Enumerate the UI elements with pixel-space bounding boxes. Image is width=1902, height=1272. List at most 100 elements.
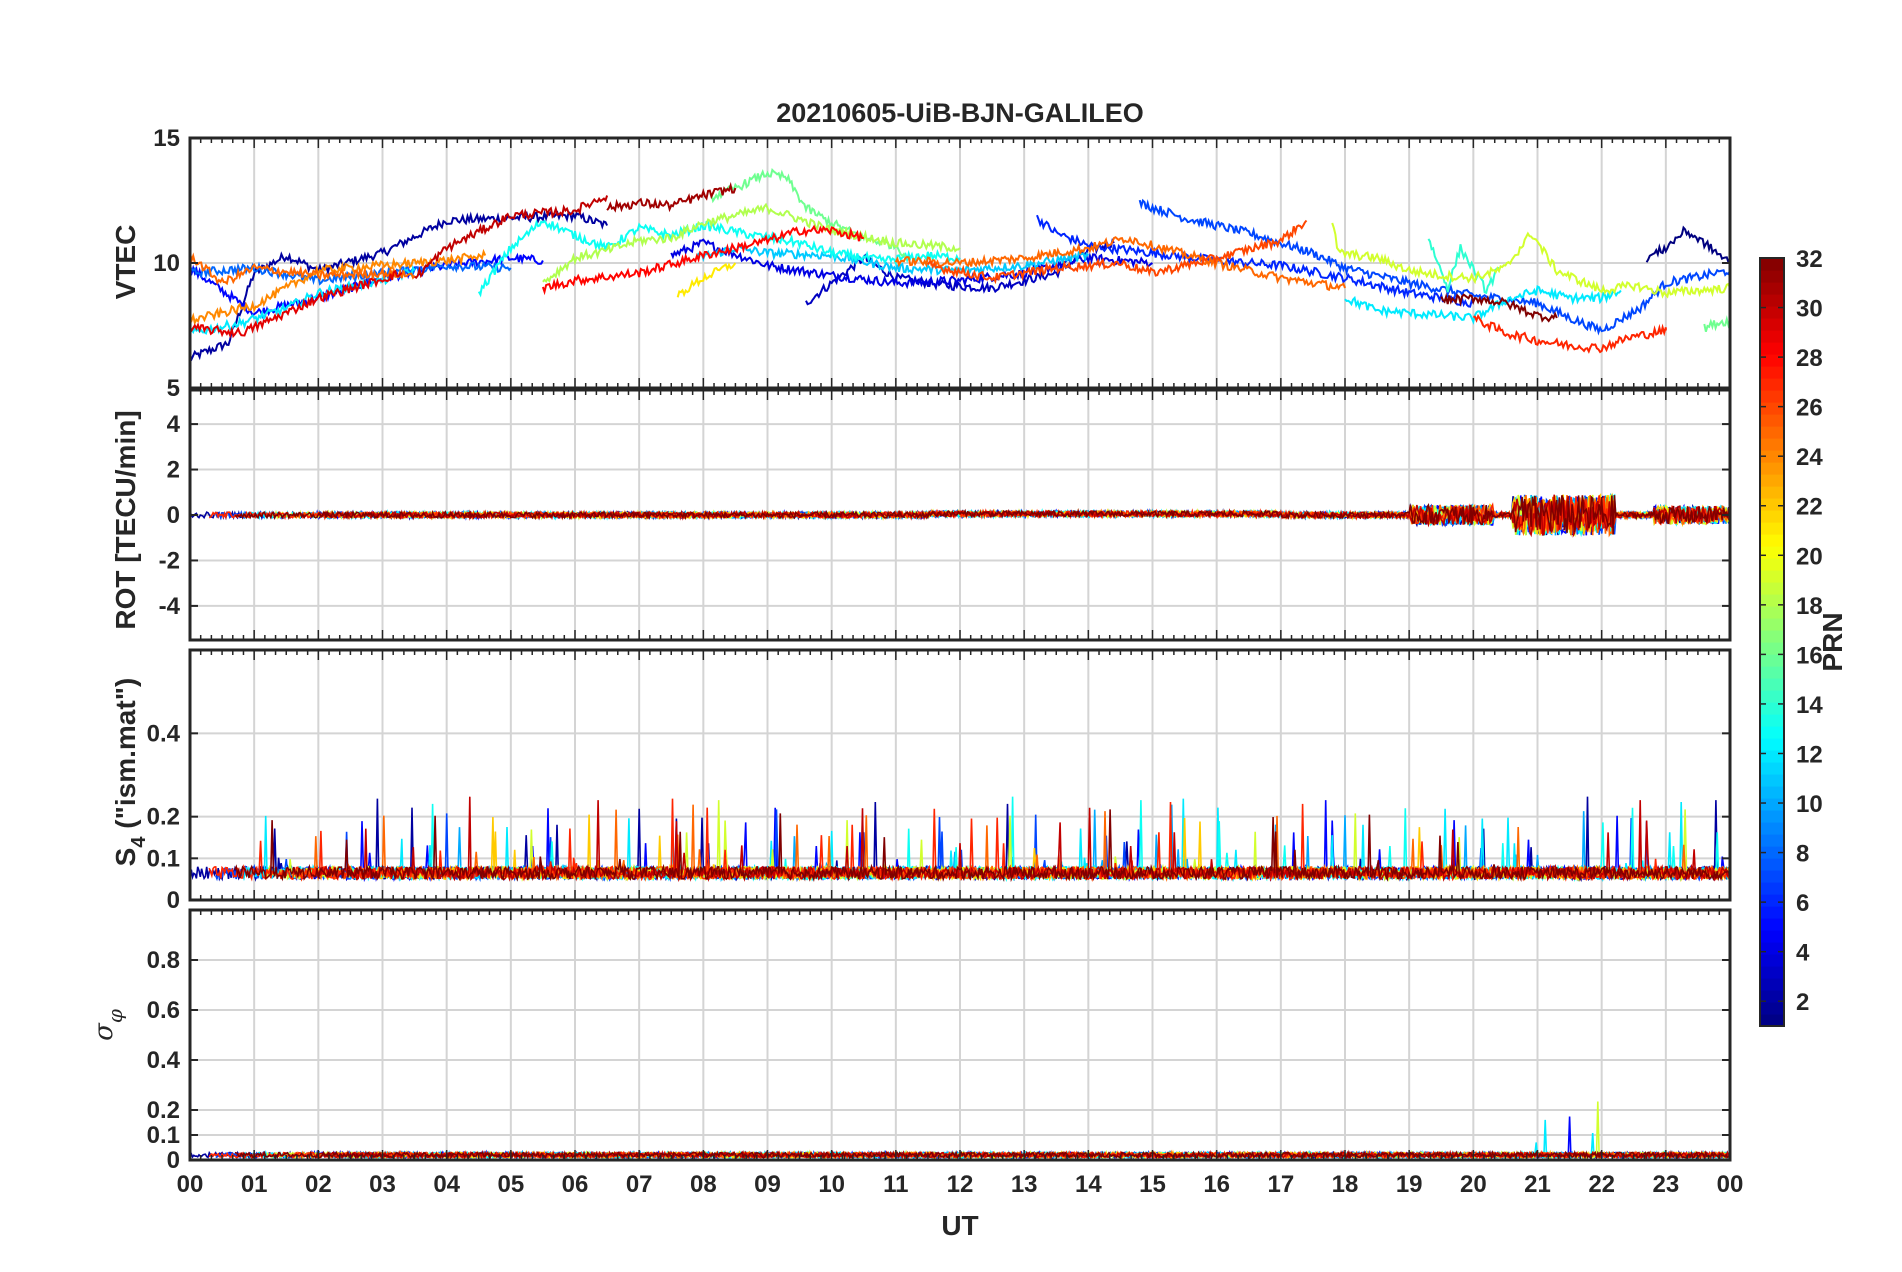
vtec-series-prn-21 xyxy=(676,262,737,298)
colorbar-segment xyxy=(1760,582,1784,595)
colorbar-tick-label: 12 xyxy=(1796,741,1823,768)
rot-axis-label: ROT [TECU/min] xyxy=(110,410,141,629)
colorbar-segment xyxy=(1760,882,1784,895)
colorbar-segment xyxy=(1760,486,1784,499)
vtec-series-prn-25 xyxy=(190,252,416,286)
vtec-series-prn-7 xyxy=(1138,198,1730,336)
x-tick-label: 12 xyxy=(947,1171,974,1198)
colorbar-tick-label: 6 xyxy=(1796,890,1809,917)
chart-title: 20210605-UiB-BJN-GALILEO xyxy=(776,98,1144,128)
colorbar-segment xyxy=(1760,738,1784,751)
s4-series-prn-32 xyxy=(234,809,1730,883)
colorbar-segment xyxy=(1760,918,1784,931)
colorbar-segment xyxy=(1760,282,1784,295)
x-tick-label: 14 xyxy=(1075,1171,1102,1198)
vtec-series-prn-27 xyxy=(1473,313,1667,354)
colorbar-tick-label: 2 xyxy=(1796,989,1809,1016)
vtec-series-prn-28 xyxy=(541,224,864,296)
x-tick-label: 10 xyxy=(818,1171,845,1198)
x-tick-label: 16 xyxy=(1203,1171,1230,1198)
colorbar-segment xyxy=(1760,726,1784,739)
colorbar-segment xyxy=(1760,630,1784,643)
colorbar-segment xyxy=(1760,570,1784,583)
vtec-series-prn-24 xyxy=(190,248,487,326)
x-tick-label: 01 xyxy=(241,1171,268,1198)
x-tick-label: 05 xyxy=(497,1171,524,1198)
vtec-series-prn-6 xyxy=(1036,214,1475,308)
colorbar-segment xyxy=(1760,390,1784,403)
vtec-series-prn-32 xyxy=(1440,292,1558,323)
colorbar-segment xyxy=(1760,306,1784,319)
colorbar-segment xyxy=(1760,258,1784,271)
vtec-y-tick-label: 10 xyxy=(153,250,180,277)
colorbar-segment xyxy=(1760,678,1784,691)
sigma-y-tick-label: 0.4 xyxy=(147,1047,181,1074)
colorbar-tick-label: 10 xyxy=(1796,791,1823,818)
colorbar-tick-label: 24 xyxy=(1796,444,1823,471)
sigma-series-prn-32 xyxy=(234,1149,1730,1160)
sigma-axis-label-sub: φ xyxy=(103,1009,127,1023)
colorbar-segment xyxy=(1760,750,1784,763)
vtec-series-prn-2 xyxy=(190,209,608,362)
x-tick-label: 15 xyxy=(1139,1171,1166,1198)
colorbar-label: PRN xyxy=(1817,612,1848,671)
sigma-axis-label: σφ xyxy=(89,1009,127,1041)
colorbar-segment xyxy=(1760,462,1784,475)
x-tick-labels: 00 01 02 03 04 05 06 07 08 09 10 11 12 13 14 15 16 17 18 19… xyxy=(177,1171,1744,1198)
s4-series-group xyxy=(190,796,1730,883)
colorbar-tick-label: 30 xyxy=(1796,296,1823,323)
colorbar-segment xyxy=(1760,498,1784,511)
colorbar-segment xyxy=(1760,714,1784,727)
vtec-series-prn-31 xyxy=(606,181,737,213)
colorbar-segment xyxy=(1760,774,1784,787)
colorbar-tick-label: 28 xyxy=(1796,345,1823,372)
colorbar-segment xyxy=(1760,894,1784,907)
x-tick-label: 00 xyxy=(1717,1171,1744,1198)
colorbar-segment xyxy=(1760,834,1784,847)
s4-y-tick-label: 0.1 xyxy=(147,845,180,872)
rot-axes-box xyxy=(188,388,1732,642)
x-tick-label: 11 xyxy=(883,1171,908,1198)
colorbar-segment xyxy=(1760,642,1784,655)
colorbar-segment xyxy=(1760,450,1784,463)
colorbar-segment xyxy=(1760,294,1784,307)
colorbar-tick-label: 20 xyxy=(1796,543,1823,570)
vtec-series-prn-18 xyxy=(542,202,961,284)
vtec-series-prn-26 xyxy=(927,219,1308,285)
colorbar-segment xyxy=(1760,798,1784,811)
s4-panel: 0 0.1 0.2 0.4 xyxy=(147,648,1732,914)
vtec-series-prn-19 xyxy=(1331,222,1730,299)
vtec-y-tick-label: 15 xyxy=(153,125,180,152)
colorbar-segment xyxy=(1760,546,1784,559)
colorbar-segment xyxy=(1760,438,1784,451)
colorbar-segment xyxy=(1760,270,1784,283)
vtec-series-prn-29 xyxy=(190,269,403,339)
colorbar-segment xyxy=(1760,1002,1784,1015)
vtec-series-prn-14 xyxy=(1427,238,1500,295)
colorbar-segment xyxy=(1760,666,1784,679)
colorbar-segment xyxy=(1760,906,1784,919)
colorbar-tick-label: 18 xyxy=(1796,593,1823,620)
colorbar-segment xyxy=(1760,618,1784,631)
s4-axis-label-sub: 4 xyxy=(128,836,150,848)
colorbar-segment xyxy=(1760,990,1784,1003)
colorbar-tick-label: 16 xyxy=(1796,642,1823,669)
sigma-y-tick-label: 0.6 xyxy=(147,997,180,1024)
rot-series-prn-32 xyxy=(234,495,1730,535)
vtec-series-prn-25 xyxy=(894,235,1346,292)
vtec-series-prn-1 xyxy=(1645,225,1730,264)
x-tick-label: 03 xyxy=(369,1171,396,1198)
colorbar-segment xyxy=(1760,594,1784,607)
s4-axis-label: S4 ("ism.mat") xyxy=(110,678,150,867)
x-tick-label: 08 xyxy=(690,1171,717,1198)
colorbar-tick-label: 14 xyxy=(1796,692,1823,719)
colorbar-segment xyxy=(1760,930,1784,943)
colorbar-segment xyxy=(1760,474,1784,487)
colorbar-segment xyxy=(1760,366,1784,379)
colorbar-segment xyxy=(1760,378,1784,391)
colorbar-segment xyxy=(1760,690,1784,703)
sigma-axis-label-main: σ xyxy=(89,1022,119,1041)
x-tick-label: 21 xyxy=(1524,1171,1551,1198)
vtec-axis-label: VTEC xyxy=(110,225,141,300)
